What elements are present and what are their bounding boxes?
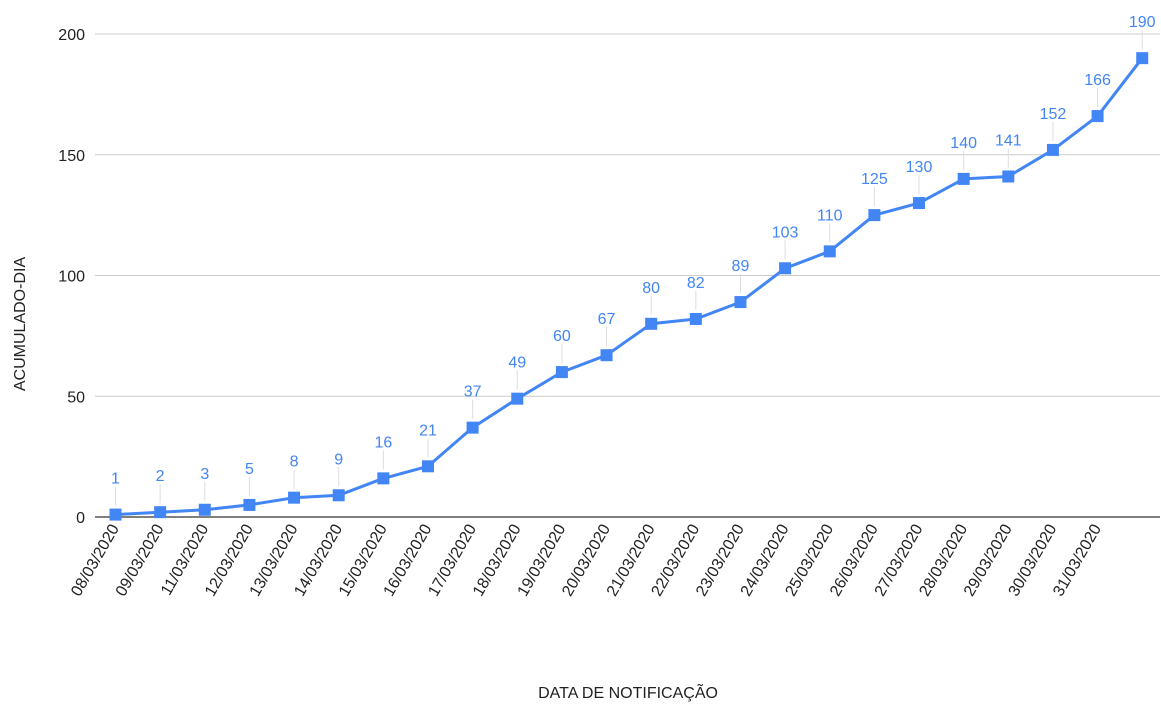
data-point [466,421,479,434]
data-label: 8 [290,454,299,471]
data-label: 130 [906,159,933,176]
point-markers [109,52,1149,521]
data-point [288,491,301,504]
data-point [555,366,568,379]
data-label: 5 [245,461,254,478]
x-axis-ticks: 08/03/202009/03/202011/03/202012/03/2020… [68,521,1105,599]
data-label: 3 [200,466,209,483]
data-point [421,460,434,473]
data-point [1046,143,1059,156]
data-label: 103 [772,224,799,241]
data-point [154,506,167,519]
data-label: 37 [464,384,482,401]
gridlines [95,33,1160,518]
data-label: 21 [419,422,437,439]
y-axis-title: ACUMULADO-DIA [12,257,29,392]
data-label: 80 [642,280,660,297]
data-label: 141 [995,132,1022,149]
data-point [1091,110,1104,123]
data-point [243,498,256,511]
y-tick-label: 50 [67,389,85,406]
data-point [957,172,970,185]
data-point [689,312,702,325]
data-label: 166 [1084,72,1111,89]
data-point [734,296,747,309]
data-label: 140 [950,135,977,152]
data-label: 16 [374,434,392,451]
series-layer [115,57,1144,517]
data-point [198,503,211,516]
data-label: 60 [553,328,571,345]
data-point [645,317,658,330]
y-tick-label: 100 [58,269,85,286]
data-label: 110 [817,207,843,224]
data-point [109,508,122,521]
data-point [1136,52,1149,65]
data-label: 49 [508,355,526,372]
label-leaders [115,30,1143,506]
data-label: 89 [732,258,750,275]
y-tick-label: 200 [58,27,85,44]
data-point [779,262,792,275]
data-point [511,392,524,405]
data-label: 1 [111,471,120,488]
data-label: 82 [687,275,705,292]
y-tick-label: 150 [58,148,85,165]
data-point [1002,170,1015,183]
data-point [377,472,390,485]
data-point [332,489,345,502]
data-point [868,209,881,222]
data-point [913,197,926,210]
data-label: 125 [861,171,888,188]
y-tick-label: 0 [76,510,85,527]
data-label: 152 [1040,106,1067,123]
data-point [823,245,836,258]
data-label: 67 [598,311,616,328]
series-line [115,57,1144,517]
y-axis-ticks: 0 50 100 150 200 [58,27,85,527]
data-label: 2 [156,468,165,485]
data-point [600,349,613,362]
data-label: 9 [334,451,343,468]
x-axis-title: DATA DE NOTIFICAÇÃO [538,682,718,702]
data-label: 190 [1129,14,1156,31]
